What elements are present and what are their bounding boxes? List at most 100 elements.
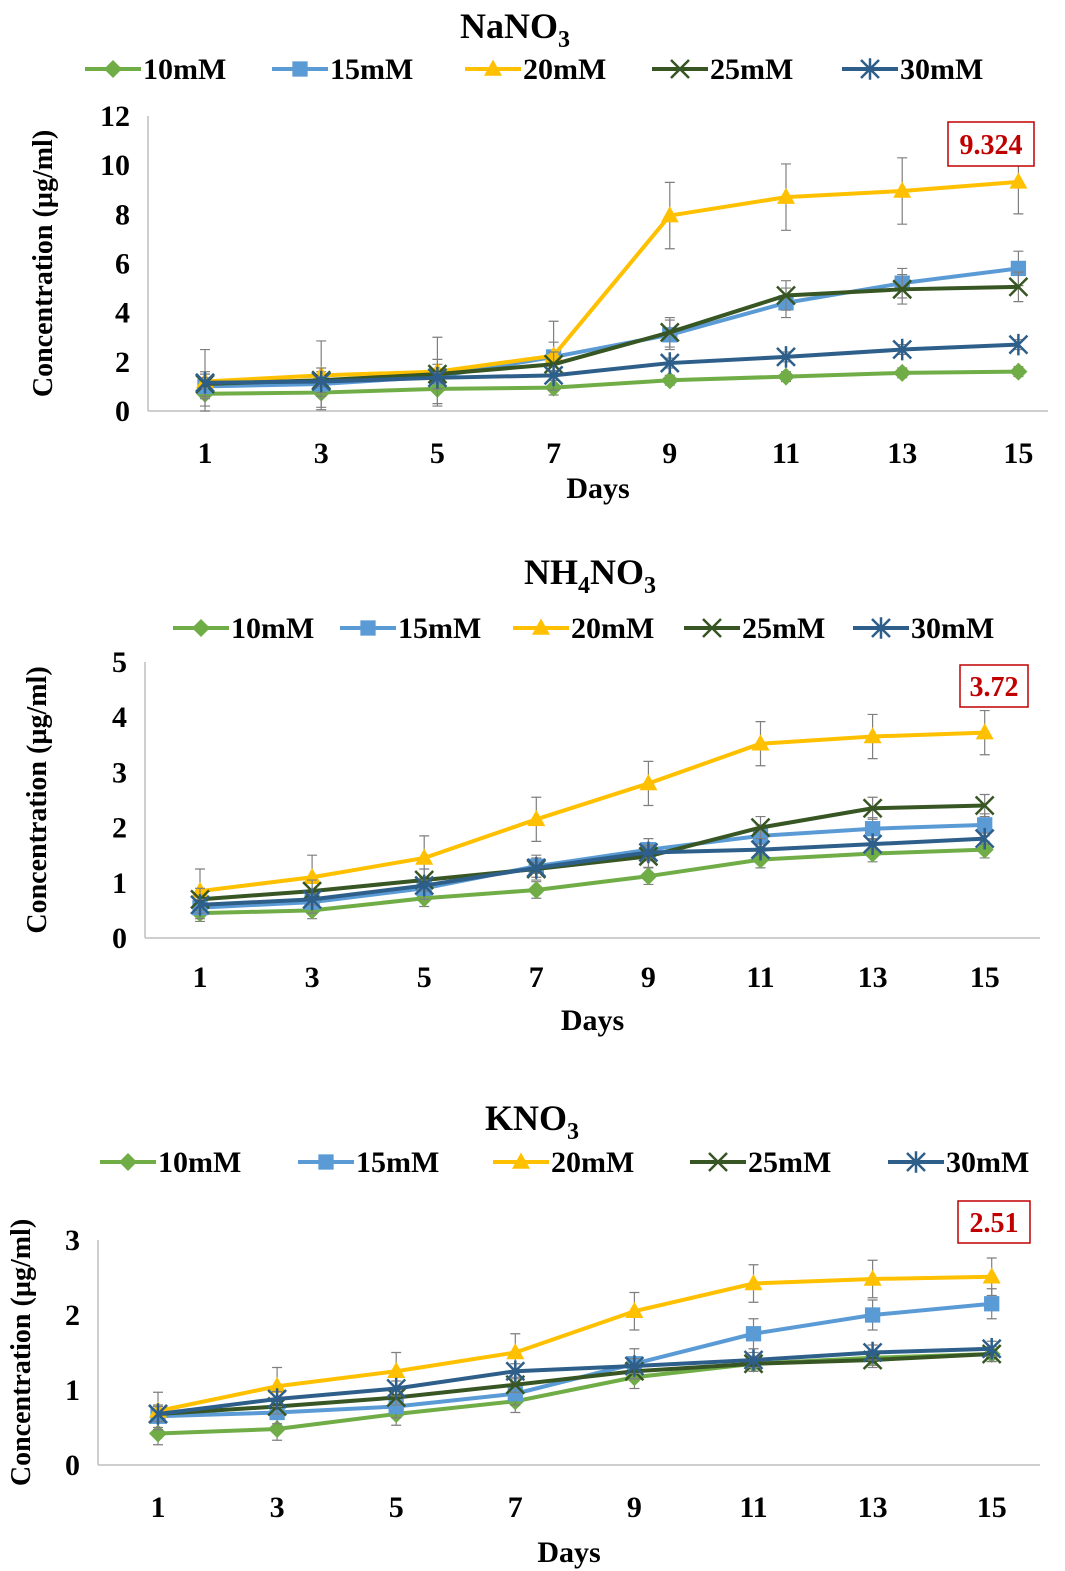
y-axis-label: Concentration (µg/ml) <box>6 1219 37 1486</box>
data-point <box>977 817 993 833</box>
legend-label: 30mM <box>911 612 994 645</box>
data-point <box>776 285 796 306</box>
data-point <box>1009 362 1028 381</box>
data-point <box>862 833 883 855</box>
data-point <box>659 322 680 343</box>
legend-swatch-marker <box>119 1153 137 1171</box>
legend-item: 15mM <box>272 53 413 86</box>
y-axis-label: Concentration (µg/ml) <box>28 130 59 397</box>
data-point <box>864 1307 881 1323</box>
y-tick-label: 8 <box>115 198 130 231</box>
data-point <box>862 798 883 819</box>
data-point <box>744 1274 763 1291</box>
x-tick-label: 1 <box>193 961 208 994</box>
legend-swatch-marker <box>512 1152 530 1169</box>
data-point <box>506 1343 525 1360</box>
data-point <box>892 279 913 300</box>
series-line <box>204 342 1019 385</box>
y-axis-label: Concentration (µg/ml) <box>22 666 53 933</box>
legend-item: 20mM <box>465 53 606 86</box>
data-point <box>984 1296 1000 1312</box>
x-tick-label: 7 <box>546 437 561 470</box>
data-point <box>311 370 332 393</box>
data-point <box>639 867 658 886</box>
data-point <box>893 181 912 198</box>
legend-label: 25mM <box>710 53 793 86</box>
series-30mM <box>195 333 1029 394</box>
data-point <box>750 838 771 861</box>
legend-swatch-marker <box>484 59 502 76</box>
x-tick-label: 3 <box>314 437 329 470</box>
series-line <box>199 803 985 902</box>
data-point <box>625 1301 644 1318</box>
data-point <box>974 827 995 850</box>
data-point <box>660 371 679 390</box>
x-tick-labels: 1 3 5 7 9 11 13 15 <box>198 437 1034 470</box>
legend-label: 10mM <box>143 53 226 86</box>
series-line <box>157 1352 992 1416</box>
legend-item: 20mM <box>493 1146 634 1179</box>
x-axis-label: Days <box>537 1536 600 1569</box>
data-point <box>415 848 434 865</box>
x-axis-label: Days <box>566 472 629 505</box>
legend-swatch-marker <box>871 617 891 639</box>
legend-label: 20mM <box>523 53 606 86</box>
data-point <box>387 1361 406 1378</box>
data-point <box>974 795 995 816</box>
legend-label: 10mM <box>158 1146 241 1179</box>
data-point <box>660 206 679 223</box>
legend-label: 15mM <box>330 53 413 86</box>
y-tick-label: 12 <box>100 100 130 133</box>
data-point <box>414 874 435 897</box>
legend-item: 25mM <box>652 53 793 86</box>
y-tick-label: 5 <box>112 646 127 679</box>
legend-item: 30mM <box>842 53 983 86</box>
y-tick-label: 1 <box>112 867 127 900</box>
data-point <box>862 1341 883 1364</box>
x-tick-labels: 1 3 5 7 9 11 13 15 <box>151 1491 1007 1524</box>
legend-item: 30mM <box>888 1146 1029 1179</box>
legend-swatch-marker <box>292 61 308 77</box>
data-point <box>1008 333 1029 356</box>
data-point <box>975 723 994 740</box>
data-point <box>863 727 882 744</box>
x-tick-label: 1 <box>151 1491 166 1524</box>
legend-label: 15mM <box>356 1146 439 1179</box>
data-point <box>526 857 547 879</box>
legend-label: 25mM <box>748 1146 831 1179</box>
series-30mM <box>190 827 995 916</box>
legend-item: 15mM <box>298 1146 439 1179</box>
data-point <box>195 371 215 394</box>
legend-label: 15mM <box>398 612 481 645</box>
data-point <box>745 1326 762 1342</box>
series-20mM <box>149 1257 1001 1431</box>
annotation-box <box>959 664 1029 708</box>
data-point <box>751 734 770 751</box>
x-tick-label: 1 <box>198 437 213 470</box>
legend-label: 30mM <box>946 1146 1029 1179</box>
chart-title: NH4NO3 <box>524 552 656 599</box>
legend-item: 10mM <box>173 612 314 645</box>
legend-swatch-marker <box>192 619 210 637</box>
y-tick-label: 3 <box>112 756 127 789</box>
legend-item: 10mM <box>100 1146 241 1179</box>
data-point <box>777 367 795 386</box>
x-axis-label: Days <box>561 1004 624 1037</box>
data-point <box>863 1269 882 1286</box>
data-point <box>1009 172 1028 189</box>
y-tick-label: 0 <box>112 922 127 955</box>
data-point <box>527 880 546 899</box>
annotation-label: 9.324 <box>960 130 1023 161</box>
legend-label: 20mM <box>551 1146 634 1179</box>
x-tick-label: 13 <box>858 1491 888 1524</box>
legend-item: 15mM <box>340 612 481 645</box>
annotation-box <box>947 121 1035 167</box>
y-tick-labels: 0 1 2 3 <box>65 1224 80 1482</box>
x-tick-labels: 1 3 5 7 9 11 13 15 <box>193 961 1000 994</box>
data-point <box>267 1388 287 1410</box>
x-tick-label: 7 <box>508 1491 523 1524</box>
y-tick-label: 3 <box>65 1224 80 1257</box>
y-tick-labels: 0 1 2 3 4 5 <box>112 646 127 955</box>
